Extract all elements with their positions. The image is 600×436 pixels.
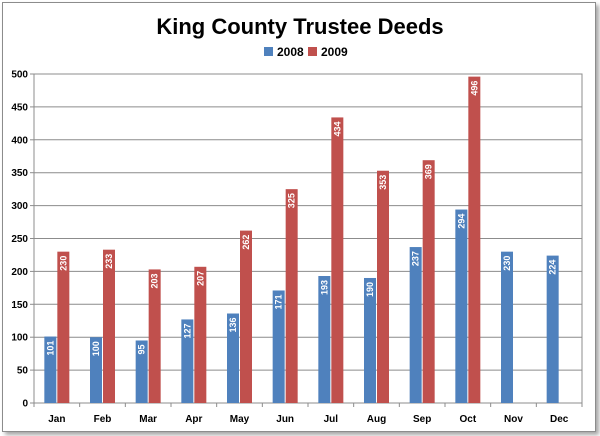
y-tick-label: 250 — [11, 234, 28, 245]
legend-swatch-2008 — [264, 47, 273, 56]
data-label-2008-nov: 230 — [502, 256, 512, 271]
data-label-2008-jun: 171 — [274, 294, 284, 309]
data-label-2008-oct: 294 — [456, 214, 466, 229]
bar-2009-may — [240, 230, 252, 403]
x-tick-label-may: May — [230, 414, 250, 425]
data-label-2009-apr: 207 — [195, 271, 205, 286]
x-tick-label-sep: Sep — [413, 414, 431, 425]
y-tick-label: 0 — [22, 399, 28, 410]
x-tick-label-oct: Oct — [459, 414, 476, 425]
data-label-2009-mar: 203 — [150, 273, 160, 288]
x-tick-label-jun: Jun — [276, 414, 294, 425]
chart-title: King County Trustee Deeds — [156, 14, 443, 39]
data-label-2008-feb: 100 — [91, 341, 101, 356]
bar-2008-sep — [409, 247, 422, 403]
data-label-2008-may: 136 — [228, 318, 238, 333]
y-tick-label: 350 — [11, 168, 28, 179]
data-label-2009-sep: 369 — [424, 164, 434, 179]
data-label-2009-jun: 325 — [287, 193, 297, 208]
y-tick-label: 50 — [17, 366, 29, 377]
y-tick-label: 200 — [11, 267, 28, 278]
bar-2008-nov — [501, 251, 513, 403]
data-label-2009-jan: 230 — [58, 256, 68, 271]
bar-2008-jan — [44, 336, 57, 403]
legend: 2008 2009 — [264, 45, 348, 59]
data-label-2008-jul: 193 — [319, 280, 329, 295]
data-label-2009-oct: 496 — [469, 81, 479, 96]
data-label-2008-mar: 95 — [137, 344, 147, 354]
bar-2008-dec — [546, 255, 559, 403]
bar-2009-jan — [57, 251, 70, 403]
x-tick-label-jul: Jul — [324, 414, 339, 425]
bar-2008-aug — [364, 277, 376, 403]
bar-2009-mar — [148, 269, 161, 403]
plot-area: 0 50 100 150 200 250 300 350 400 450 500 Jan 101 230 F… — [11, 70, 583, 425]
x-tick-label-feb: Feb — [94, 414, 112, 425]
y-tick-label: 500 — [11, 70, 28, 81]
legend-label-2008: 2008 — [277, 45, 304, 59]
bar-2009-oct — [468, 76, 481, 403]
bar-2008-mar — [135, 340, 148, 403]
data-label-2009-feb: 233 — [104, 254, 114, 269]
bar-2008-oct — [455, 209, 468, 403]
bar-2008-jun — [272, 290, 285, 403]
data-label-2009-may: 262 — [241, 235, 251, 250]
bar-2008-may — [227, 313, 239, 403]
bar-2008-apr — [181, 319, 194, 403]
x-tick-label-dec: Dec — [550, 414, 569, 425]
x-tick-label-nov: Nov — [504, 414, 523, 425]
data-label-2008-dec: 224 — [548, 260, 558, 275]
data-label-2009-aug: 353 — [378, 175, 388, 190]
y-tick-label: 300 — [11, 201, 28, 212]
y-tick-label: 150 — [11, 300, 28, 311]
x-tick-label-jan: Jan — [48, 414, 65, 425]
x-tick-label-mar: Mar — [139, 414, 157, 425]
bar-2009-jul — [331, 117, 344, 403]
bar-2008-feb — [90, 337, 102, 403]
bar-2009-apr — [194, 266, 207, 403]
bar-2008-jul — [318, 276, 331, 403]
y-tick-label: 400 — [11, 135, 28, 146]
x-tick-label-aug: Aug — [367, 414, 386, 425]
data-label-2008-sep: 237 — [411, 251, 421, 266]
legend-label-2009: 2009 — [321, 45, 348, 59]
bar-2009-feb — [103, 249, 115, 403]
y-tick-label: 450 — [11, 102, 28, 113]
data-label-2008-jan: 101 — [45, 341, 55, 356]
bar-2009-jun — [285, 189, 298, 403]
y-tick-label: 100 — [11, 333, 28, 344]
data-label-2009-jul: 434 — [332, 121, 342, 136]
legend-swatch-2009 — [308, 47, 317, 56]
bar-2009-sep — [422, 160, 435, 403]
x-tick-label-apr: Apr — [185, 414, 202, 425]
bar-2009-aug — [377, 170, 389, 403]
data-label-2008-aug: 190 — [365, 282, 375, 297]
data-label-2008-apr: 127 — [182, 323, 192, 338]
